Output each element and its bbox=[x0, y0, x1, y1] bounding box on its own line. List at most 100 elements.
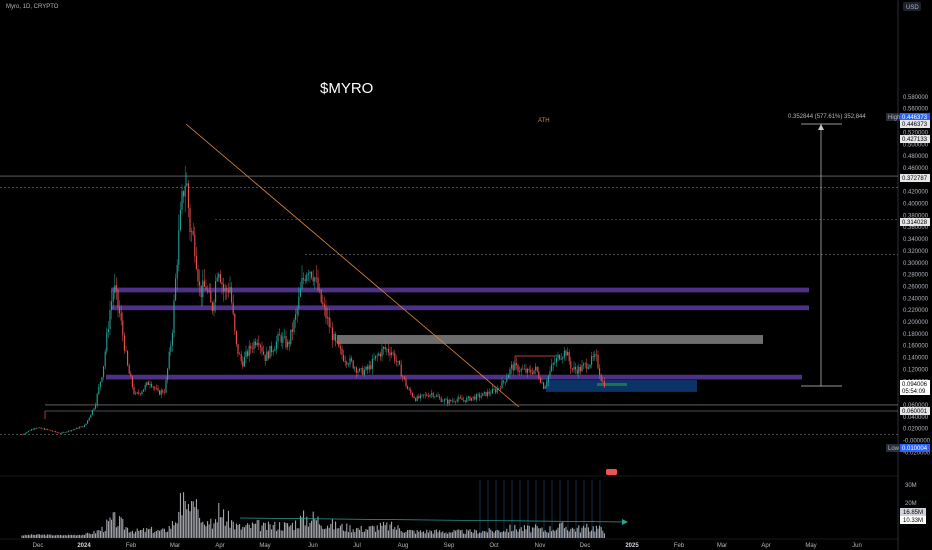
candle-body bbox=[79, 427, 81, 429]
volume-bar bbox=[439, 530, 441, 538]
volume-bar bbox=[595, 525, 597, 538]
candle-body bbox=[365, 366, 367, 371]
currency-badge-box[interactable] bbox=[903, 2, 921, 11]
candle-body bbox=[333, 333, 335, 341]
volume-bar bbox=[165, 532, 167, 538]
purple-zone[interactable] bbox=[106, 374, 802, 380]
candle-body bbox=[317, 277, 319, 291]
candle-body bbox=[514, 363, 516, 371]
volume-bar bbox=[123, 529, 125, 538]
candle-body bbox=[35, 428, 37, 429]
candle-body bbox=[573, 367, 575, 370]
candle-body bbox=[104, 351, 106, 367]
volume-bar bbox=[239, 524, 241, 538]
volume-bar bbox=[91, 533, 93, 538]
candle-body bbox=[139, 393, 141, 394]
volume-bar bbox=[312, 511, 314, 538]
candle-body bbox=[421, 394, 423, 396]
volume-bar bbox=[245, 525, 247, 538]
candle-body bbox=[243, 357, 245, 367]
green-zone[interactable] bbox=[597, 383, 627, 386]
volume-bar bbox=[367, 529, 369, 538]
volume-bar bbox=[435, 529, 437, 538]
volume-bar bbox=[453, 529, 455, 538]
volume-bar bbox=[592, 526, 594, 538]
candle-body bbox=[559, 354, 561, 360]
volume-bar bbox=[573, 528, 575, 538]
volume-bar bbox=[107, 521, 109, 538]
candle-body bbox=[242, 361, 244, 367]
candle-body bbox=[147, 382, 149, 385]
price-label-box bbox=[900, 444, 930, 452]
down-trendline[interactable] bbox=[185, 123, 520, 408]
volume-bar bbox=[77, 534, 79, 538]
candle-body bbox=[59, 433, 61, 434]
candle-body bbox=[31, 429, 33, 431]
volume-bar bbox=[431, 531, 433, 538]
volume-bar bbox=[445, 532, 447, 538]
x-tick-label: Oct bbox=[489, 543, 499, 549]
candle-body bbox=[136, 392, 138, 394]
candle-body bbox=[464, 400, 466, 402]
candle-body bbox=[291, 329, 293, 332]
candle-body bbox=[45, 428, 47, 430]
candle-body bbox=[29, 430, 31, 432]
volume-bar bbox=[543, 531, 545, 538]
candle-body bbox=[170, 345, 172, 352]
candle-body bbox=[483, 392, 485, 394]
candle-body bbox=[589, 364, 591, 368]
candle-body bbox=[352, 360, 354, 369]
event-flag-icon[interactable] bbox=[606, 469, 617, 475]
candle-body bbox=[240, 354, 242, 362]
candle-body bbox=[563, 350, 565, 358]
volume-trendline[interactable] bbox=[239, 517, 626, 523]
candle-body bbox=[389, 352, 391, 356]
volume-bar bbox=[163, 528, 165, 538]
volume-bar bbox=[224, 525, 226, 538]
volume-bar bbox=[522, 530, 524, 538]
volume-bar bbox=[418, 531, 420, 538]
volume-bar bbox=[205, 526, 207, 538]
candle-body bbox=[248, 345, 250, 356]
candle-body bbox=[191, 231, 193, 233]
volume-bar bbox=[66, 535, 68, 538]
volume-bar bbox=[211, 528, 213, 538]
volume-bar bbox=[87, 532, 89, 538]
volume-bar bbox=[400, 530, 402, 538]
volume-bar bbox=[71, 534, 73, 538]
volume-bar bbox=[269, 524, 271, 538]
candle-body bbox=[171, 333, 173, 346]
y-tick-label: 0.300000 bbox=[903, 261, 929, 267]
candle-body bbox=[373, 358, 375, 360]
candle-body bbox=[411, 393, 413, 397]
volume-bar bbox=[434, 530, 436, 538]
candle-body bbox=[431, 393, 433, 395]
candle-body bbox=[402, 376, 404, 378]
volume-bar bbox=[51, 535, 53, 538]
candle-body bbox=[63, 432, 65, 433]
candle-body bbox=[114, 285, 116, 293]
volume-bar bbox=[511, 531, 513, 538]
purple-zone[interactable] bbox=[111, 305, 809, 311]
candle-body bbox=[192, 231, 194, 235]
candle-body bbox=[301, 278, 303, 289]
candle-body bbox=[603, 381, 605, 387]
volume-bar bbox=[48, 534, 50, 538]
candle-body bbox=[511, 364, 513, 369]
candle-body bbox=[32, 429, 34, 430]
y-tick-label: 0.160000 bbox=[903, 344, 929, 350]
purple-zone[interactable] bbox=[111, 287, 809, 293]
candle-body bbox=[528, 368, 530, 370]
currency-badge[interactable]: USD bbox=[906, 5, 919, 11]
volume-bar bbox=[101, 526, 103, 538]
y-tick-label: 0.240000 bbox=[903, 296, 929, 302]
candle-body bbox=[600, 374, 602, 382]
candle-body bbox=[443, 399, 445, 402]
candle-body bbox=[130, 373, 132, 377]
candle-body bbox=[266, 351, 268, 361]
chart-title: $MYRO bbox=[320, 80, 373, 97]
volume-bar bbox=[229, 527, 231, 538]
gray-zone[interactable] bbox=[337, 335, 763, 344]
volume-bar bbox=[384, 525, 386, 538]
volume-bar bbox=[391, 521, 393, 538]
